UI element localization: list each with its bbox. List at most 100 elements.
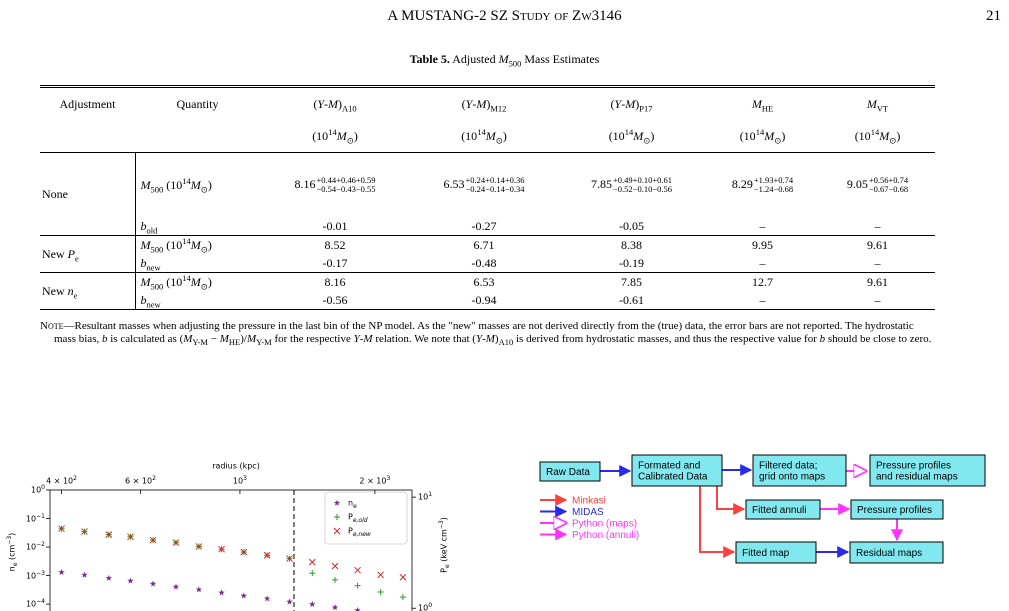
arrows [600,464,903,558]
text: (10 [854,128,871,143]
text: ⊙ [346,134,354,145]
sup: 0 [428,602,432,609]
y-tick-label: 10−4 [26,597,45,608]
text: -0.01 [322,218,348,233]
text: radius (kpc) [212,461,260,471]
it: P [68,247,75,261]
text: 2 × 10 [359,476,387,486]
sub: Y-M [256,337,272,347]
text: 500 [150,280,164,291]
text: e [73,289,78,300]
sub: e [353,503,357,510]
text: (keV cm [439,529,449,565]
cell: 9.05 +0.56+0.74 −0.67−0.68 [820,153,935,218]
sup-sub: +1.93+0.74 −1.24−0.68 [754,176,793,194]
cell: 9.61 [820,273,935,292]
cell: -0.61 [558,291,705,310]
text: M [190,274,201,289]
cell: 8.52 [260,236,410,255]
text: M [764,128,775,143]
page-number: 21 [986,8,1001,24]
point [263,551,271,559]
it: n [68,284,74,298]
text: - [472,96,477,111]
text: 9.61 [867,274,888,289]
table-row: bold -0.01 -0.27 -0.05 – – [40,217,935,236]
sup: 3 [243,475,247,482]
sc: Note [40,320,64,332]
it: M [337,129,347,143]
sub: −0.54−0.43−0.55 [316,185,375,194]
sup: 1 [428,491,432,498]
text: 10 [30,485,42,495]
text: M [485,128,496,143]
text: M [476,96,487,111]
text: (10 [608,128,625,143]
x-tick-label: 2 × 103 [359,475,390,486]
cell: 9.95 [705,236,820,255]
point [286,598,293,605]
it: Y [354,333,360,345]
text: Y [317,96,325,111]
text: ⊙ [643,134,651,145]
text: 12.7 [752,274,773,289]
text: 6.71 [473,237,495,252]
node-label: Fitted map [742,548,790,559]
text: ) [635,96,640,111]
text: 500 [150,183,164,194]
text: ( [610,96,615,111]
text: 9.05 [846,176,868,191]
cell: 8.29 +1.93+0.74 −1.24−0.68 [705,153,820,218]
text: ) [353,128,358,143]
point [58,525,65,533]
y-tick-label: 10−3 [26,570,45,580]
text: Adjustment [59,96,116,111]
sup: −1 [36,512,45,519]
sup: 14 [182,176,191,186]
text: new [146,261,161,272]
text: 4 × 10 [46,476,74,486]
text: M [140,237,151,252]
text: HE [761,102,774,113]
text: 14 [328,126,337,137]
point [105,574,113,581]
it: Y [466,97,473,111]
sub: HE [229,337,240,347]
text: - [324,96,329,111]
text: (10 [163,177,183,192]
point [286,555,293,562]
cell: 6.71 [410,236,558,255]
node-label: Raw Data [546,467,590,478]
legend-box [324,491,408,545]
units-row: (1014M⊙) (1014M⊙) (1014M⊙) (1014M⊙) (1014M⊙) [40,120,935,153]
text: − [208,332,220,345]
node-label: Fitted annuli [752,505,806,516]
text: 7.85 [621,274,642,289]
sup: 14 [625,127,634,137]
it: M [625,97,635,111]
cell: – [820,291,935,310]
text: ) [486,96,491,111]
text: −4 [36,597,45,605]
text: ) [207,237,212,252]
point [58,568,65,576]
node-label: grid onto maps [759,472,825,483]
node-label: Residual maps [856,548,922,559]
text: 14 [182,272,191,283]
sub: HE [762,103,773,113]
cell: 9.61 [820,236,935,255]
text: M [879,128,890,143]
it: Y [317,97,324,111]
sub: e,new [353,531,371,538]
text: b [140,292,147,307]
table-note: Note—Resultant masses when adjusting the… [40,320,934,347]
text: 6.53 [443,176,465,191]
text: −1 [36,512,45,520]
sub: ⊙ [201,244,208,254]
sub: e [444,564,451,568]
text: M [190,237,201,252]
text: – [874,255,881,270]
text: ) [439,517,449,521]
sub: VT [877,103,888,113]
text: old [146,224,158,235]
